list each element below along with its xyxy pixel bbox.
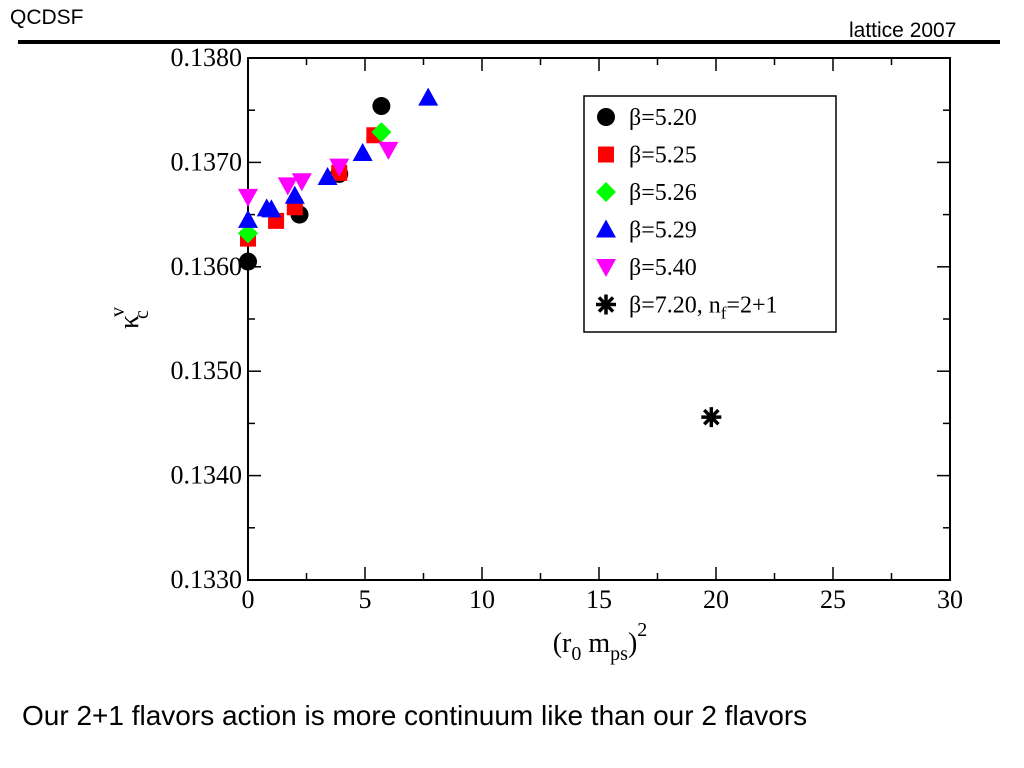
legend-marker bbox=[597, 108, 615, 126]
x-tick-label: 0 bbox=[242, 585, 255, 614]
legend-label: β=5.40 bbox=[629, 255, 697, 281]
y-tick-label: 0.1340 bbox=[171, 461, 243, 490]
legend-label: β=5.20 bbox=[629, 105, 697, 131]
data-point-series-4 bbox=[291, 173, 312, 192]
y-tick-label: 0.1350 bbox=[171, 356, 243, 385]
data-point-series-3 bbox=[418, 87, 439, 106]
legend: β=5.20 β=5.25 β=5.26 β=5.29 β=5.40 β=7.20, nf… bbox=[583, 95, 837, 333]
axis-ticks: 0 5 10 15 20 25 30 0.1330 0.1340 0.1350 0.1360 0.13… bbox=[171, 43, 964, 614]
data-points bbox=[238, 87, 722, 428]
legend-label: β=7.20, nf=2+1 bbox=[629, 293, 778, 323]
data-point-series-4 bbox=[329, 158, 350, 177]
y-tick-label: 0.1370 bbox=[171, 147, 243, 176]
x-axis-label: (r0 mps)2 bbox=[553, 619, 648, 665]
y-axis-label: κv c bbox=[107, 307, 153, 329]
data-point-series-3 bbox=[352, 143, 373, 162]
header-left-title: QCDSF bbox=[10, 6, 84, 29]
legend-box bbox=[583, 95, 837, 333]
data-point-series-4 bbox=[238, 188, 258, 207]
x-tick-label: 25 bbox=[820, 585, 846, 614]
x-tick-label: 5 bbox=[359, 585, 372, 614]
data-point-series-4 bbox=[378, 141, 399, 160]
x-tick-label: 30 bbox=[937, 585, 963, 614]
data-point-series-0 bbox=[239, 252, 257, 271]
data-point-series-3 bbox=[261, 199, 282, 218]
legend-marker bbox=[596, 182, 616, 202]
data-point-series-5 bbox=[701, 407, 722, 428]
y-tick-label: 0.1380 bbox=[171, 43, 243, 72]
header-right-title: lattice 2007 bbox=[849, 19, 957, 42]
legend-marker bbox=[596, 294, 616, 315]
x-tick-label: 15 bbox=[586, 585, 612, 614]
legend-marker bbox=[598, 146, 614, 163]
y-tick-label: 0.1330 bbox=[171, 565, 243, 594]
legend-label: β=5.25 bbox=[629, 143, 697, 169]
legend-label: β=5.29 bbox=[629, 218, 697, 244]
legend-label: β=5.26 bbox=[629, 180, 697, 206]
x-tick-label: 10 bbox=[469, 585, 495, 614]
scatter-chart: 0 5 10 15 20 25 30 0.1330 0.1340 0.1350 0.1360 0.13… bbox=[107, 43, 964, 665]
data-point-series-0 bbox=[372, 97, 391, 116]
data-point-series-3 bbox=[284, 185, 305, 204]
legend-marker bbox=[596, 259, 616, 277]
legend-marker bbox=[596, 219, 616, 238]
data-point-series-3 bbox=[317, 167, 338, 186]
x-tick-label: 20 bbox=[703, 585, 729, 614]
data-point-series-2 bbox=[371, 122, 392, 143]
header-rule bbox=[18, 40, 1000, 44]
data-point-series-2 bbox=[238, 223, 258, 244]
y-tick-label: 0.1360 bbox=[171, 252, 243, 281]
data-point-series-4 bbox=[277, 177, 298, 196]
data-point-series-3 bbox=[238, 209, 258, 228]
slide-caption: Our 2+1 flavors action is more continuum… bbox=[22, 700, 808, 731]
